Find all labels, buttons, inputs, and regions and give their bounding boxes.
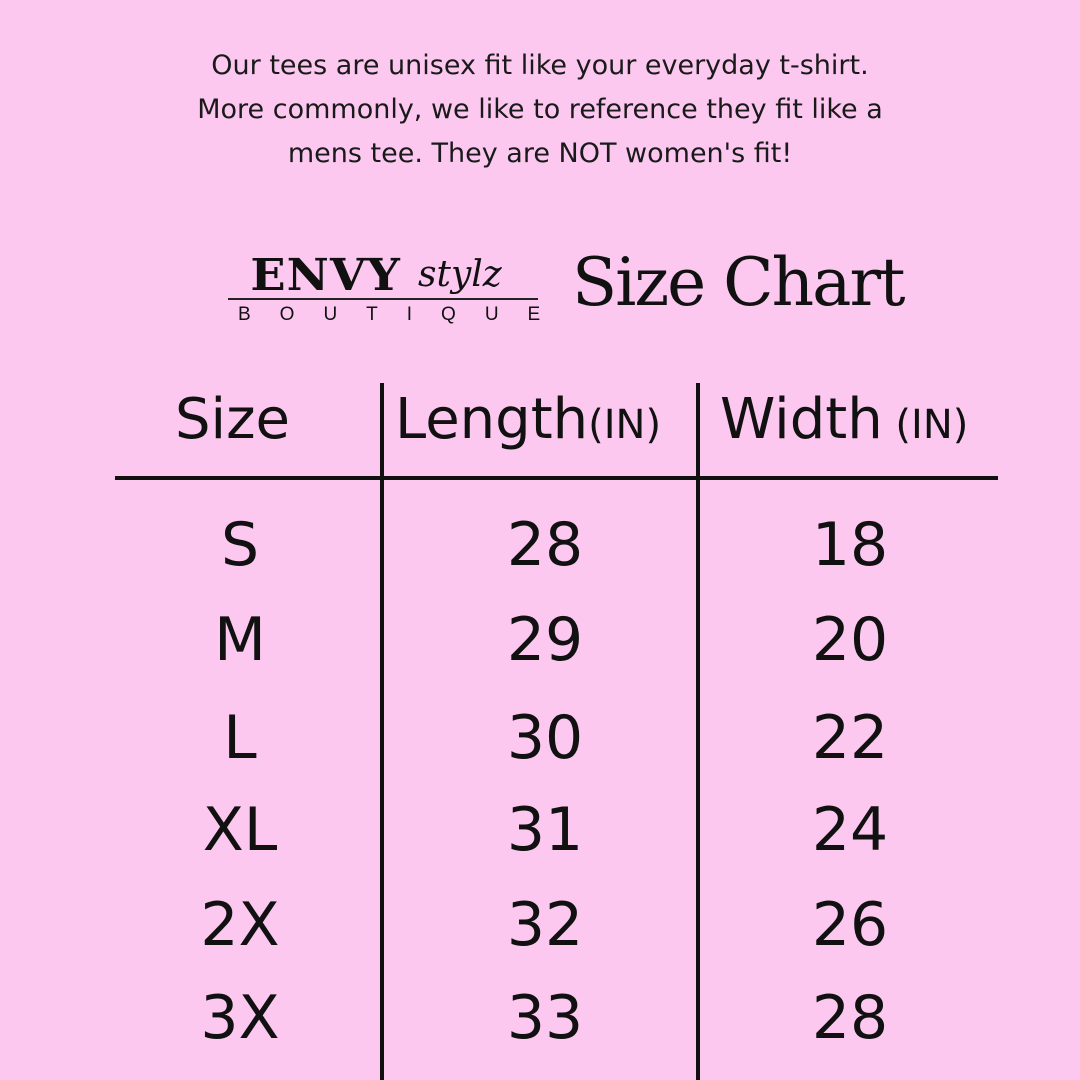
envy-stylz-logo: ENVY stylz BOUTIQUE bbox=[228, 250, 540, 330]
logo-divider bbox=[228, 298, 538, 300]
cell-size: L bbox=[223, 703, 257, 773]
logo-boutique: BOUTIQUE bbox=[238, 304, 570, 325]
cell-size: M bbox=[214, 605, 266, 675]
header-width-label: Width bbox=[720, 387, 883, 452]
intro-line: Our tees are unisex fit like your everyd… bbox=[211, 50, 869, 81]
intro-text: Our tees are unisex fit like your everyd… bbox=[0, 44, 1080, 176]
header-length-label: Length bbox=[395, 387, 589, 452]
header-divider bbox=[115, 476, 998, 480]
header-size: Size bbox=[175, 387, 290, 452]
cell-width: 22 bbox=[811, 703, 889, 773]
cell-size: 2X bbox=[200, 890, 280, 960]
header-length: Length(IN) bbox=[395, 385, 661, 460]
cell-size: S bbox=[220, 510, 260, 580]
intro-line: More commonly, we like to reference they… bbox=[197, 94, 883, 125]
column-divider bbox=[380, 383, 384, 1080]
cell-length: 29 bbox=[506, 605, 584, 675]
column-divider bbox=[696, 383, 700, 1080]
cell-length: 28 bbox=[506, 510, 584, 580]
cell-width: 18 bbox=[811, 510, 889, 580]
header-width: Width (IN) bbox=[720, 385, 968, 460]
cell-length: 31 bbox=[506, 795, 584, 865]
cell-size: XL bbox=[202, 795, 278, 865]
cell-width: 26 bbox=[811, 890, 889, 960]
cell-width: 24 bbox=[811, 795, 889, 865]
logo-envy: ENVY bbox=[250, 250, 401, 301]
cell-length: 32 bbox=[506, 890, 584, 960]
logo-stylz: stylz bbox=[418, 254, 502, 295]
cell-length: 30 bbox=[506, 703, 584, 773]
page-title: Size Chart bbox=[572, 244, 906, 321]
header-length-unit: (IN) bbox=[588, 402, 662, 448]
cell-width: 28 bbox=[811, 983, 889, 1053]
intro-line: mens tee. They are NOT women's fit! bbox=[287, 138, 793, 169]
cell-length: 33 bbox=[506, 983, 584, 1053]
cell-size: 3X bbox=[200, 983, 280, 1053]
header-width-unit: (IN) bbox=[882, 402, 969, 448]
cell-width: 20 bbox=[811, 605, 889, 675]
